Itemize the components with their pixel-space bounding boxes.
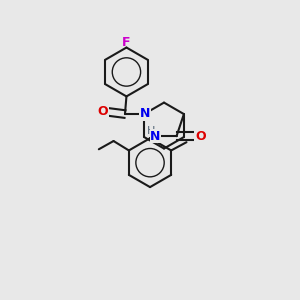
- Text: N: N: [150, 130, 160, 143]
- Text: F: F: [122, 36, 131, 49]
- Text: O: O: [97, 105, 108, 118]
- Text: H: H: [147, 126, 155, 136]
- Text: N: N: [140, 107, 150, 120]
- Text: O: O: [195, 130, 206, 143]
